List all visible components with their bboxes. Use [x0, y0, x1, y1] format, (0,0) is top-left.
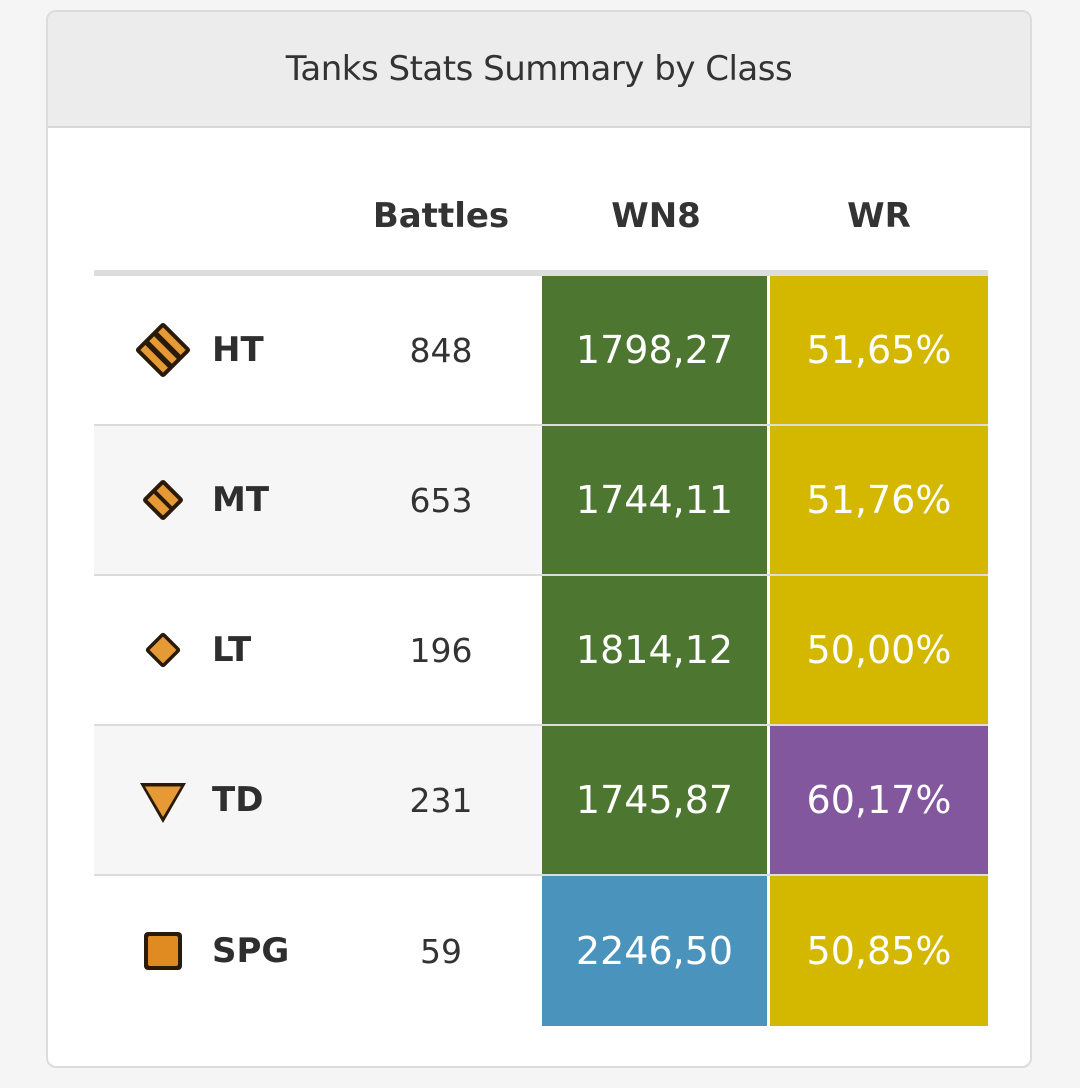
wn8-cell: 1814,12 [542, 576, 770, 724]
header-wn8[interactable]: WN8 [611, 196, 701, 236]
class-label: HT [212, 330, 264, 370]
battles-value: 196 [409, 630, 473, 670]
class-label: MT [212, 480, 270, 520]
tank-destroyer-icon [134, 771, 192, 829]
header-wr[interactable]: WR [847, 196, 911, 236]
wr-cell: 51,65% [770, 276, 988, 424]
stats-card: Tanks Stats Summary by Class Battles WN8… [46, 10, 1032, 1068]
class-label: SPG [212, 931, 290, 971]
header-battles[interactable]: Battles [372, 196, 510, 236]
table-row: HT 848 1798,27 51,65% [94, 276, 988, 426]
wn8-cell: 2246,50 [542, 876, 770, 1026]
stats-table: Battles WN8 WR HT [94, 162, 988, 1026]
artillery-icon [134, 922, 192, 980]
wr-cell: 50,85% [770, 876, 988, 1026]
battles-cell: 196 [340, 576, 542, 724]
class-cell: TD [94, 726, 340, 874]
wn8-cell: 1745,87 [542, 726, 770, 874]
heavy-tank-icon [134, 321, 192, 379]
class-label: LT [212, 630, 252, 670]
table-row: SPG 59 2246,50 50,85% [94, 876, 988, 1026]
battles-cell: 653 [340, 426, 542, 574]
table-row: LT 196 1814,12 50,00% [94, 576, 988, 726]
medium-tank-icon [134, 471, 192, 529]
battles-value: 848 [409, 330, 473, 370]
table-row: TD 231 1745,87 60,17% [94, 726, 988, 876]
battles-cell: 231 [340, 726, 542, 874]
class-cell: MT [94, 426, 340, 574]
class-cell: HT [94, 276, 340, 424]
light-tank-icon [134, 621, 192, 679]
battles-cell: 848 [340, 276, 542, 424]
class-cell: SPG [94, 876, 340, 1026]
card-header: Tanks Stats Summary by Class [48, 12, 1030, 128]
class-label: TD [212, 780, 264, 820]
wn8-cell: 1744,11 [542, 426, 770, 574]
battles-value: 59 [420, 931, 462, 971]
battles-value: 231 [409, 780, 473, 820]
table-header: Battles WN8 WR [94, 162, 988, 276]
class-cell: LT [94, 576, 340, 724]
battles-cell: 59 [340, 876, 542, 1026]
battles-value: 653 [409, 480, 473, 520]
wr-cell: 51,76% [770, 426, 988, 574]
wr-cell: 60,17% [770, 726, 988, 874]
wn8-cell: 1798,27 [542, 276, 770, 424]
table-row: MT 653 1744,11 51,76% [94, 426, 988, 576]
card-title: Tanks Stats Summary by Class [285, 49, 793, 89]
wr-cell: 50,00% [770, 576, 988, 724]
